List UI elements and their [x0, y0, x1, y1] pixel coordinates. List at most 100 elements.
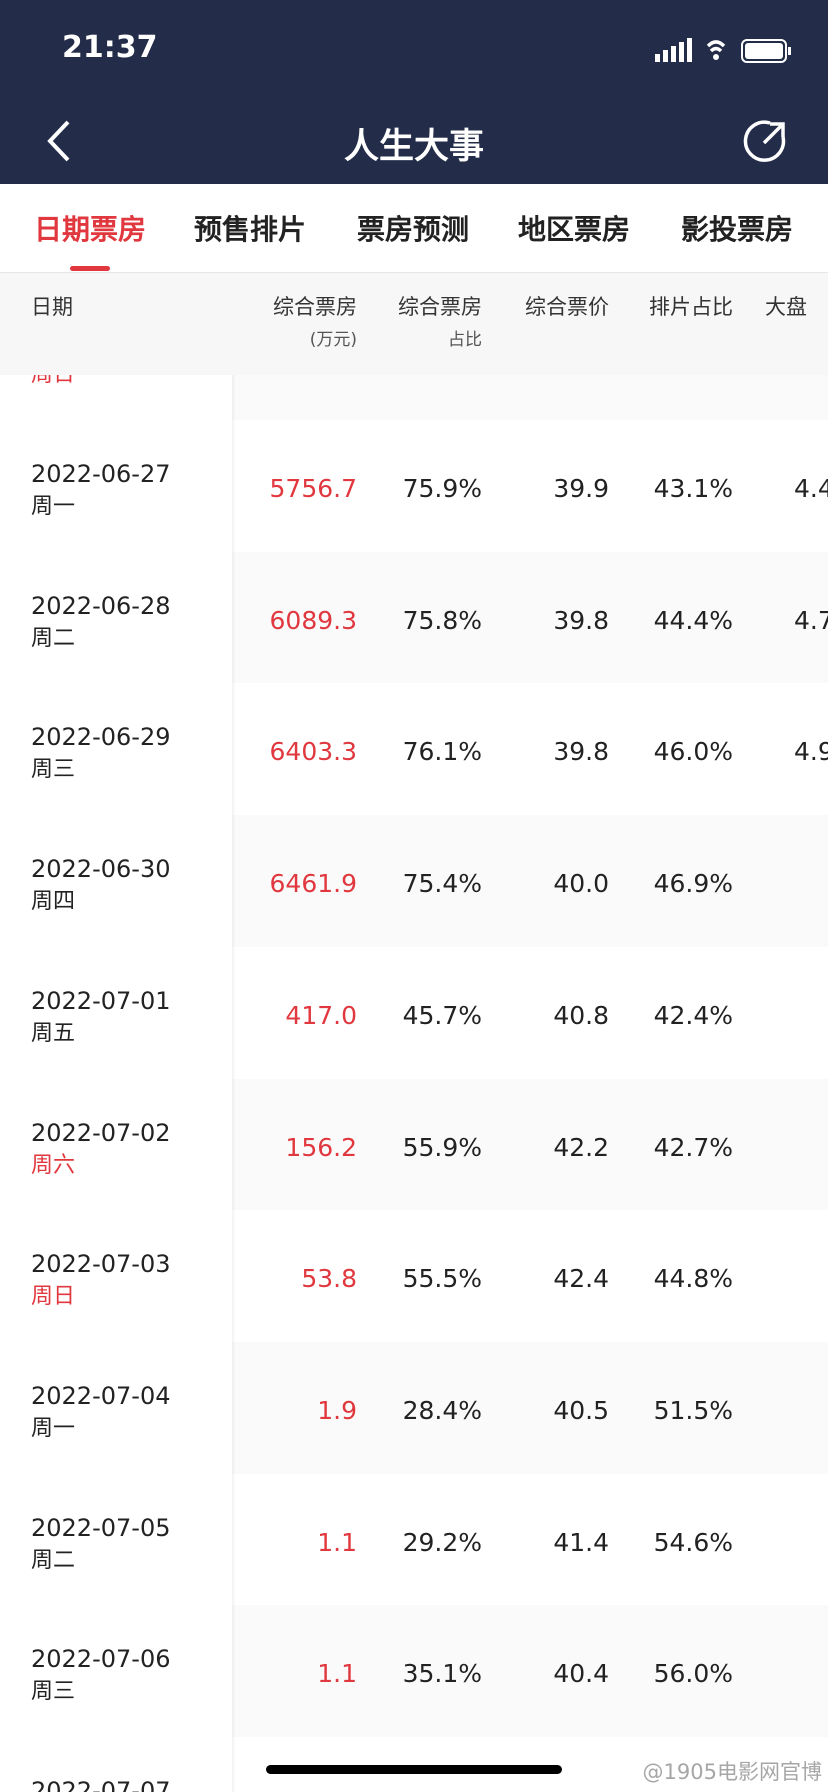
weekday: 周一 [31, 494, 76, 519]
cell-avg-price: 39.8 [553, 737, 609, 767]
table-row: 2022-07-07 [0, 1737, 828, 1792]
cell-share: 75.4% [402, 869, 482, 899]
date-column-bg [0, 1473, 232, 1606]
table-row: 2022-07-05 周二 1.1 29.2% 41.4 54.6% [0, 1473, 828, 1606]
weekday: 周日 [31, 375, 75, 388]
table-row: 2022-06-28 周二 6089.3 75.8% 39.8 44.4% 4.7 [0, 551, 828, 684]
column-subheader: 占比 [448, 330, 482, 350]
table-row: 2022-07-03 周日 53.8 55.5% 42.4 44.8% [0, 1210, 828, 1343]
weekday: 周一 [31, 1415, 76, 1441]
weekday: 周三 [31, 1679, 76, 1705]
table-row: 2022-07-04 周一 1.9 28.4% 40.5 51.5% [0, 1341, 828, 1474]
tab[interactable]: 票房预测 [356, 213, 470, 246]
share-button[interactable] [740, 117, 790, 167]
tab[interactable]: 影投票房 [680, 213, 794, 246]
cell-market: 4.7 [794, 605, 828, 635]
column-header: 大盘 [765, 295, 807, 319]
weekday: 周六 [31, 1152, 76, 1178]
cell-box-office: 6403.3 [269, 737, 357, 767]
table-row: 2022-06-29 周三 6403.3 76.1% 39.8 46.0% 4.9 [0, 683, 828, 816]
weekday: 周日 [31, 1284, 76, 1310]
back-button[interactable] [40, 118, 80, 164]
cell-market: 4.4 [794, 474, 828, 503]
date: 2022-07-06 [31, 1645, 171, 1674]
column-shadow [232, 375, 236, 1792]
cell-schedule: 51.5% [653, 1395, 733, 1425]
cell-box-office: 417.0 [285, 1000, 357, 1030]
cell-schedule: 46.0% [653, 737, 733, 767]
date: 2022-07-07 [31, 1777, 171, 1792]
date-column-bg [0, 1341, 232, 1474]
date-column-bg [0, 683, 232, 816]
cell-share: 35.1% [402, 1659, 482, 1689]
tab-underline [70, 266, 110, 271]
table-body: 周日2022-06-27周一5756.775.9%39.943.1%4.4202… [0, 375, 828, 1792]
date-column-bg [0, 1078, 232, 1211]
date: 2022-07-03 [31, 1250, 171, 1279]
date-column-bg [0, 815, 232, 948]
home-indicator [266, 1765, 562, 1774]
date-column-bg [0, 1210, 232, 1343]
cell-schedule: 56.0% [653, 1659, 733, 1689]
cell-box-office: 5756.7 [269, 474, 357, 503]
date: 2022-06-30 [31, 855, 171, 884]
date: 2022-07-01 [31, 986, 171, 1015]
tab[interactable]: 日期票房 [33, 213, 147, 246]
weekday: 周四 [31, 889, 76, 915]
cell-share: 55.9% [402, 1132, 482, 1162]
table-row: 周日 [0, 375, 828, 421]
nav-bar: 21:37 人生大事 [0, 0, 828, 184]
date-column-bg [0, 551, 232, 684]
cell-avg-price: 40.0 [553, 869, 609, 899]
cell-avg-price: 42.4 [553, 1264, 609, 1294]
column-header: 排片占比 [649, 295, 733, 319]
cell-box-office: 156.2 [285, 1132, 357, 1162]
date-column-bg [0, 1605, 232, 1738]
date: 2022-07-04 [31, 1381, 171, 1410]
weekday: 周三 [31, 757, 76, 783]
table-row: 2022-07-01 周五 417.0 45.7% 40.8 42.4% [0, 946, 828, 1079]
date: 2022-06-27 [31, 460, 171, 488]
cell-avg-price: 39.8 [553, 605, 609, 635]
table-row: 2022-07-02 周六 156.2 55.9% 42.2 42.7% [0, 1078, 828, 1211]
column-header: 综合票价 [525, 295, 609, 319]
date-column-bg [0, 946, 232, 1079]
date-column-bg [0, 1737, 232, 1792]
status-icons [655, 38, 791, 63]
cell-schedule: 44.4% [653, 605, 733, 635]
cell-avg-price: 42.2 [553, 1132, 609, 1162]
table-row: 2022-07-06 周三 1.1 35.1% 40.4 56.0% [0, 1605, 828, 1738]
cell-share: 45.7% [402, 1000, 482, 1030]
tab[interactable]: 地区票房 [517, 213, 631, 246]
column-header: 综合票房 [398, 295, 482, 319]
cell-box-office: 6461.9 [269, 869, 357, 899]
tab[interactable]: 预售排片 [193, 213, 307, 246]
column-subheader: (万元) [309, 330, 357, 350]
weekday: 周二 [31, 1547, 76, 1573]
table-row: 2022-06-27 周一 5756.7 75.9% 39.9 43.1% 4.4 [0, 420, 828, 552]
table-row: 2022-06-30 周四 6461.9 75.4% 40.0 46.9% [0, 815, 828, 948]
cell-share: 75.8% [402, 605, 482, 635]
weekday: 周五 [31, 1020, 76, 1046]
watermark: @1905电影网官博 [642, 1760, 822, 1784]
date-column-bg [0, 420, 232, 552]
date: 2022-06-28 [31, 591, 171, 620]
cell-avg-price: 40.5 [553, 1395, 609, 1425]
date: 2022-06-29 [31, 723, 171, 752]
cell-schedule: 46.9% [653, 869, 733, 899]
cell-share: 28.4% [402, 1395, 482, 1425]
tab-bar: 日期票房 预售排片 票房预测 地区票房 影投票房 [0, 184, 828, 273]
cell-box-office: 1.1 [317, 1527, 357, 1557]
cell-box-office: 6089.3 [269, 605, 357, 635]
cell-share: 75.9% [402, 474, 482, 503]
cell-share: 76.1% [402, 737, 482, 767]
cell-schedule: 43.1% [653, 474, 733, 503]
cell-schedule: 54.6% [653, 1527, 733, 1557]
date: 2022-07-05 [31, 1513, 171, 1542]
cell-avg-price: 40.4 [553, 1659, 609, 1689]
cell-box-office: 53.8 [301, 1264, 357, 1294]
cell-box-office: 1.1 [317, 1659, 357, 1689]
weekday: 周二 [31, 625, 76, 651]
cell-avg-price: 39.9 [553, 474, 609, 503]
